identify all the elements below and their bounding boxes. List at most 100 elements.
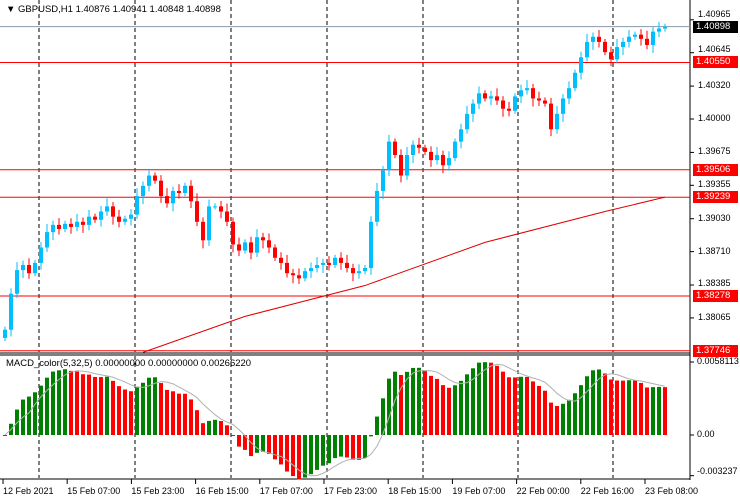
candle-body	[345, 262, 349, 269]
candle-body	[141, 185, 145, 197]
macd-histogram-bar	[471, 368, 475, 435]
candle-body	[165, 196, 169, 204]
candle-body	[495, 96, 499, 101]
price-tick-label: 1.40000	[698, 113, 731, 123]
candle-body	[255, 237, 259, 253]
macd-histogram-bar	[189, 399, 193, 435]
price-tick-label: 1.40645	[698, 44, 731, 55]
macd-histogram-bar	[225, 425, 229, 435]
candle-body	[219, 206, 223, 212]
macd-histogram-bar	[303, 435, 307, 478]
candle-body	[525, 88, 529, 91]
candle-body	[39, 247, 43, 263]
candle-body	[297, 275, 301, 279]
candle-body	[195, 201, 199, 222]
macd-histogram-bar	[477, 362, 481, 435]
macd-histogram-bar	[405, 371, 409, 435]
macd-histogram-bar	[657, 386, 661, 435]
candle-body	[51, 224, 55, 233]
candle-body	[549, 103, 553, 130]
macd-histogram-bar	[81, 374, 85, 435]
candle-body	[405, 154, 409, 176]
macd-histogram-bar	[399, 374, 403, 435]
candle-body	[537, 98, 541, 101]
candle-body	[465, 113, 469, 130]
macd-histogram-bar	[489, 362, 493, 435]
macd-histogram-bar	[375, 416, 379, 435]
candle-body	[177, 190, 181, 194]
price-tick-label: 1.39355	[698, 179, 731, 190]
candle-body	[21, 264, 25, 271]
macd-histogram-bar	[279, 435, 283, 465]
candle-body	[531, 88, 535, 99]
macd-histogram-bar	[561, 403, 565, 435]
candle-body	[231, 221, 235, 245]
candle-body	[645, 38, 649, 45]
macd-histogram-bar	[525, 376, 529, 435]
time-tick-label: 17 Feb 23:00	[324, 486, 378, 496]
candle-body	[15, 270, 19, 294]
candle-body	[597, 36, 601, 42]
candle-body	[3, 329, 7, 338]
candle-body	[555, 113, 559, 130]
candle-body	[81, 221, 85, 225]
candle-body	[315, 264, 319, 269]
candle-body	[561, 98, 565, 114]
current-price-label: 1.40898	[693, 20, 738, 33]
macd-histogram-bar	[387, 378, 391, 435]
candle-body	[129, 214, 133, 219]
macd-histogram-bar	[159, 383, 163, 435]
candle-body	[27, 264, 31, 274]
candle-body	[171, 190, 175, 204]
macd-histogram-bar	[501, 371, 505, 435]
macd-tick-label: -0.003237	[697, 466, 738, 476]
macd-histogram-bar	[249, 435, 253, 457]
macd-histogram-bar	[381, 398, 385, 435]
candle-body	[621, 41, 625, 48]
candle-body	[189, 185, 193, 202]
candle-body	[183, 185, 187, 194]
macd-histogram-bar	[87, 374, 91, 435]
candle-body	[57, 224, 61, 229]
candle-body	[201, 221, 205, 241]
macd-histogram-bar	[219, 421, 223, 435]
macd-histogram-bar	[171, 391, 175, 435]
price-tick-label: 1.38385	[698, 278, 731, 289]
macd-histogram-bar	[3, 435, 7, 436]
candle-body	[375, 190, 379, 222]
macd-histogram-bar	[93, 376, 97, 435]
macd-histogram-bar	[549, 402, 553, 435]
macd-histogram-bar	[333, 435, 337, 459]
candle-body	[579, 57, 583, 73]
macd-histogram-bar	[609, 379, 613, 435]
candle-body	[471, 103, 475, 114]
macd-histogram-bar	[99, 377, 103, 435]
candle-body	[441, 154, 445, 166]
candle-body	[111, 206, 115, 217]
time-tick-label: 16 Feb 15:00	[195, 486, 249, 496]
candle-body	[261, 237, 265, 241]
candle-body	[207, 206, 211, 241]
macd-histogram-bar	[39, 385, 43, 435]
candle-body	[489, 96, 493, 99]
candle-body	[411, 144, 415, 155]
macd-histogram-bar	[105, 376, 109, 435]
price-tick-label: 1.38065	[698, 311, 731, 322]
candle-body	[243, 242, 247, 251]
macd-histogram-bar	[531, 381, 535, 435]
time-tick-label: 19 Feb 07:00	[452, 486, 506, 496]
candle-body	[651, 31, 655, 45]
candle-body	[279, 257, 283, 263]
macd-histogram-bar	[27, 396, 31, 435]
candle-body	[99, 211, 103, 220]
macd-histogram-bar	[135, 387, 139, 435]
macd-histogram-bar	[51, 371, 55, 435]
macd-histogram-bar	[615, 380, 619, 435]
level-price-label: 1.39239	[693, 191, 738, 204]
macd-histogram-bar	[543, 390, 547, 435]
macd-histogram-bar	[519, 376, 523, 435]
candle-body	[639, 34, 643, 39]
triangle-down-icon[interactable]: ▼	[6, 4, 16, 15]
candle-body	[87, 216, 91, 225]
